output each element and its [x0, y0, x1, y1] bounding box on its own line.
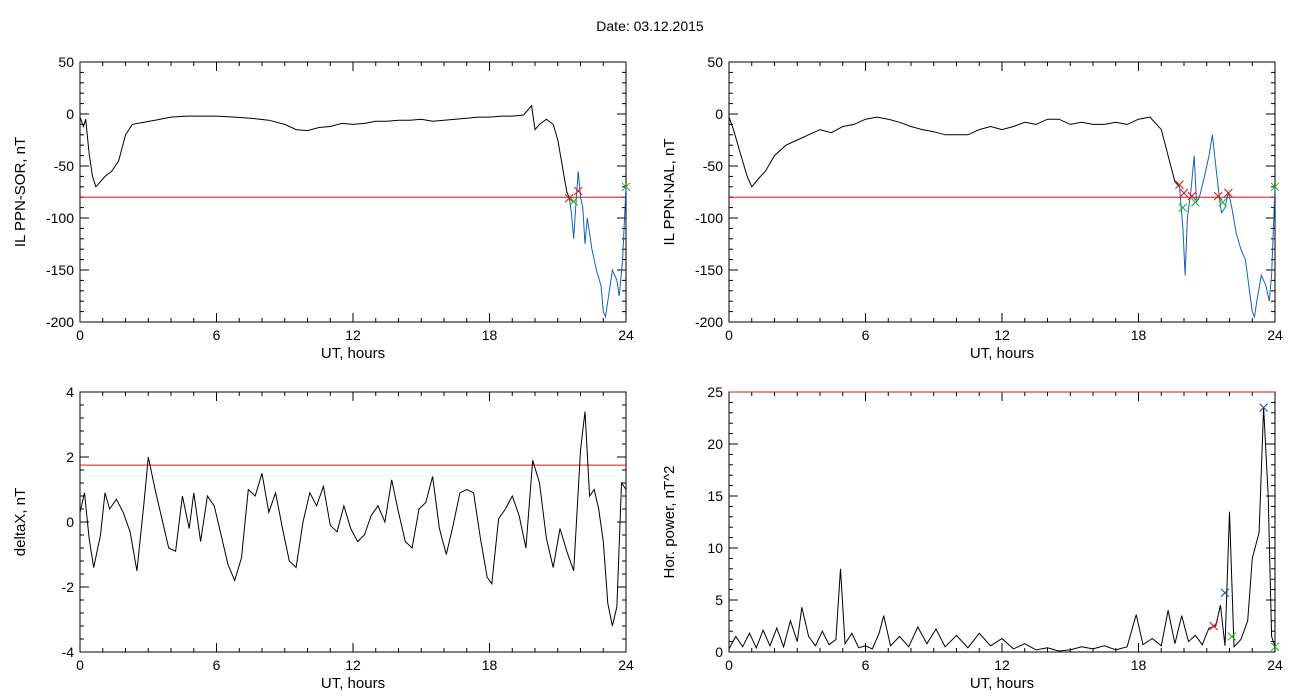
cross-marker [1259, 403, 1268, 412]
x-axis-label: UT, hours [970, 345, 1034, 362]
cross-marker [1178, 203, 1188, 212]
y-tick-label: -50 [703, 158, 723, 174]
cross-marker [1179, 188, 1189, 198]
y-tick-label: -150 [695, 262, 723, 278]
cross-marker [1218, 198, 1228, 207]
cross-marker [573, 186, 583, 196]
x-tick-label: 12 [345, 657, 361, 673]
cross-marker [1209, 621, 1218, 631]
cross-marker [569, 197, 579, 206]
y-tick-label: 50 [707, 54, 723, 70]
plot-frame [728, 61, 1276, 323]
y-tick-label: 0 [66, 106, 74, 122]
cross-marker [1220, 588, 1230, 598]
y-tick-label: 10 [707, 540, 723, 556]
x-tick-label: 0 [725, 657, 733, 673]
y-tick-label: -100 [46, 210, 74, 226]
y-tick-label: 4 [66, 384, 74, 400]
y-tick-label: 0 [66, 514, 74, 530]
series-line-1 [728, 116, 1180, 188]
x-tick-label: 24 [618, 327, 634, 343]
y-tick-label: -2 [62, 579, 75, 595]
x-tick-label: 6 [213, 327, 221, 343]
cross-marker [1187, 191, 1197, 201]
y-tick-label: 20 [707, 436, 723, 452]
cross-marker [1175, 180, 1184, 190]
y-axis-label: Hor. power, nT^2 [661, 466, 678, 579]
cross-marker [1224, 188, 1233, 198]
series-line-2 [568, 171, 627, 319]
x-tick-label: 24 [618, 657, 634, 673]
y-tick-label: 2 [66, 449, 74, 465]
series-line-1 [728, 407, 1276, 652]
y-axis-label: IL PPN-NAL, nT [661, 139, 678, 246]
chart-panel-2: 0 6 12 18 24 -200 -150 -100 -50 0 50 UT, hours IL PP… [661, 54, 1283, 362]
y-tick-label: 50 [58, 54, 74, 70]
x-tick-label: 18 [482, 327, 498, 343]
chart-panel-1: 0 6 12 18 24 -200 -150 -100 -50 0 50 UT, hours IL PP… [12, 54, 634, 362]
x-tick-label: 6 [862, 327, 870, 343]
series-line-1 [79, 411, 627, 627]
y-tick-label: 25 [707, 384, 723, 400]
x-tick-label: 12 [994, 327, 1010, 343]
y-tick-label: -100 [695, 210, 723, 226]
plot-frame [728, 391, 1276, 653]
y-tick-label: 0 [715, 106, 723, 122]
x-axis-label: UT, hours [321, 675, 385, 692]
series-line-1 [79, 104, 570, 198]
y-tick-label: -200 [46, 314, 74, 330]
plot-frame [79, 61, 627, 323]
y-axis-label: deltaX, nT [12, 488, 29, 556]
x-tick-label: 12 [994, 657, 1010, 673]
x-tick-label: 0 [725, 327, 733, 343]
y-tick-label: -4 [62, 644, 75, 660]
page-title: Date: 03.12.2015 [596, 18, 704, 34]
x-tick-label: 18 [482, 657, 498, 673]
x-tick-label: 18 [1131, 657, 1147, 673]
cross-marker [1227, 632, 1237, 641]
x-tick-label: 0 [76, 327, 84, 343]
x-tick-label: 6 [213, 657, 221, 673]
x-tick-label: 18 [1131, 327, 1147, 343]
x-tick-label: 12 [345, 327, 361, 343]
cross-marker [1270, 182, 1280, 192]
cross-marker [564, 193, 574, 203]
y-tick-label: -200 [695, 314, 723, 330]
cross-marker [1191, 198, 1200, 207]
x-tick-label: 6 [862, 657, 870, 673]
x-tick-label: 24 [1267, 657, 1283, 673]
x-tick-label: 24 [1267, 327, 1283, 343]
cross-marker [621, 182, 631, 192]
y-axis-label: IL PPN-SOR, nT [12, 137, 29, 247]
cross-marker [1270, 642, 1280, 652]
chart-panel-4: 0 6 12 18 24 0 5 10 15 20 25 UT, hours Hor. power, n… [661, 384, 1283, 692]
y-tick-label: 15 [707, 488, 723, 504]
x-axis-label: UT, hours [970, 675, 1034, 692]
y-tick-label: 5 [715, 592, 723, 608]
y-tick-label: -50 [54, 158, 74, 174]
x-axis-label: UT, hours [321, 345, 385, 362]
x-tick-label: 0 [76, 657, 84, 673]
y-tick-label: 0 [715, 644, 723, 660]
y-tick-label: -150 [46, 262, 74, 278]
series-line-2 [1179, 134, 1276, 319]
cross-marker [1213, 191, 1223, 201]
